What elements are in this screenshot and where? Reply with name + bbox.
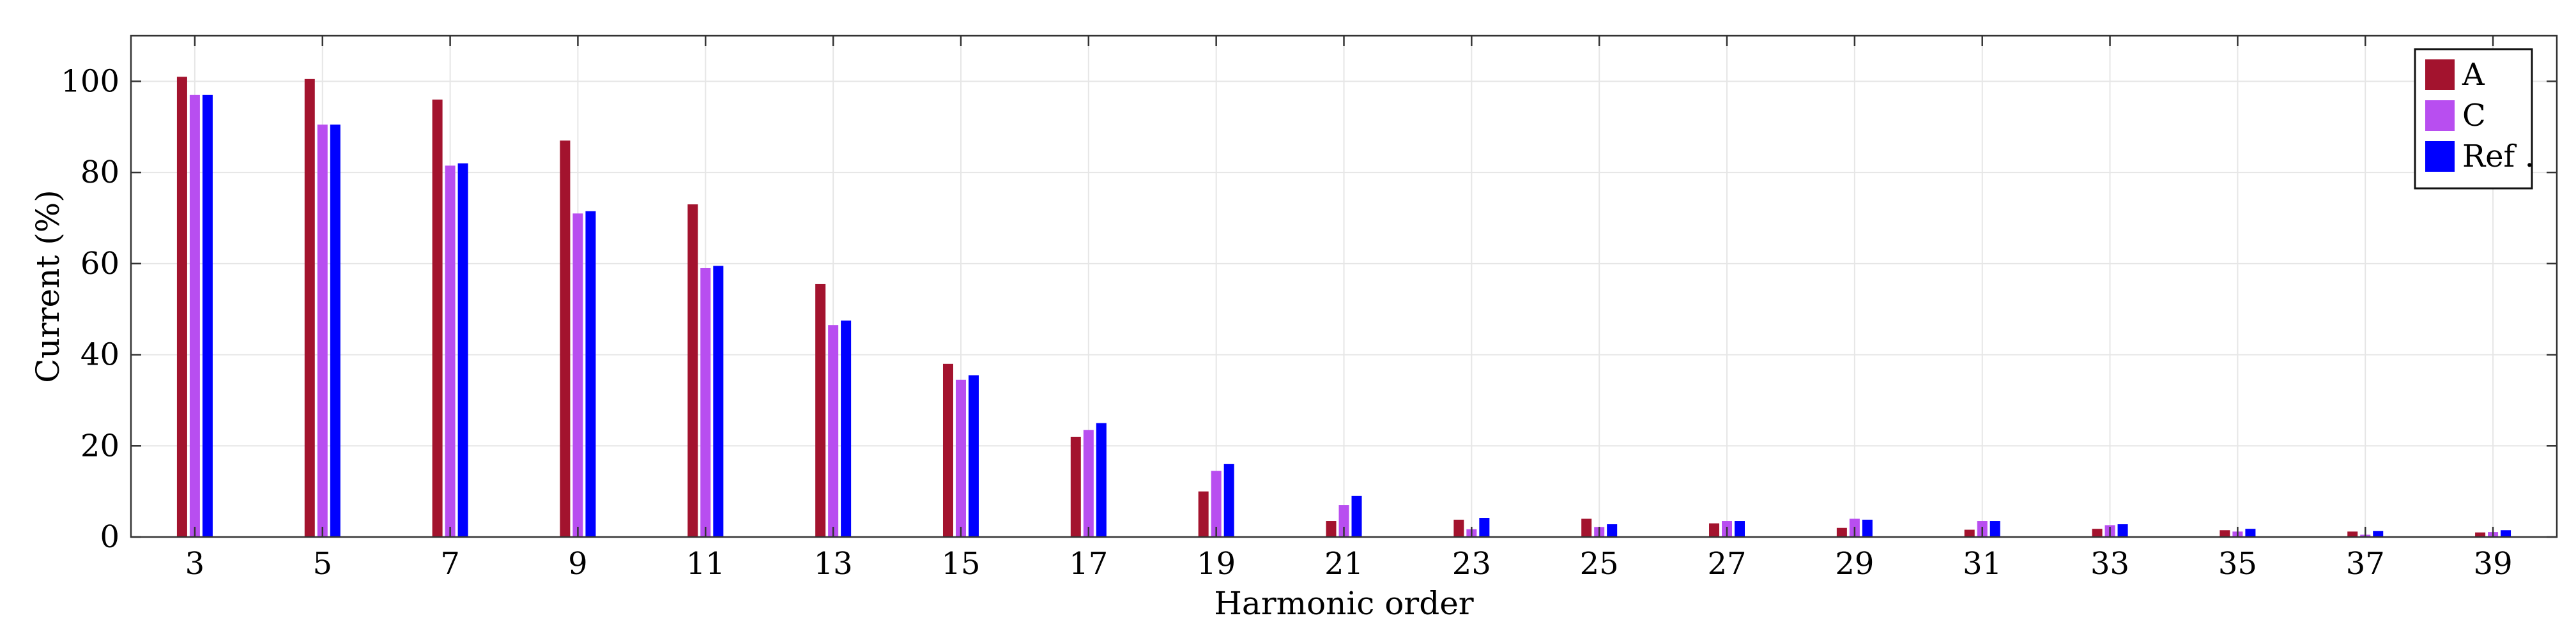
bar-ref-23 [1479, 518, 1490, 537]
bar-ref-39 [2501, 530, 2511, 537]
y-tick-label: 60 [80, 246, 119, 282]
bar-a-27 [1709, 523, 1720, 537]
legend-swatch [2425, 59, 2455, 90]
x-tick-label: 29 [1835, 546, 1874, 582]
legend-swatch [2425, 141, 2455, 172]
y-axis-ticks: 0 20 40 60 80 100 [61, 63, 2557, 555]
legend-label: A [2462, 57, 2485, 93]
y-tick-label: 20 [80, 428, 119, 464]
bar-ref-11 [713, 266, 724, 537]
x-tick-label: 21 [1324, 546, 1363, 582]
bar-a-33 [2092, 529, 2103, 537]
y-tick-label: 0 [100, 519, 119, 555]
bar-a-19 [1198, 491, 1209, 537]
x-tick-label: 23 [1452, 546, 1491, 582]
bar-c-9 [572, 213, 583, 537]
x-axis-ticks: 3 5 7 9 11 13 15 17 19 21 23 25 27 29 31 33 35 37 39 [185, 36, 2513, 582]
bar-ref-19 [1223, 464, 1234, 537]
grid [131, 36, 2557, 538]
bar-ref-21 [1351, 495, 1362, 537]
bar-ref-37 [2373, 531, 2384, 537]
x-tick-label: 7 [440, 546, 460, 582]
x-tick-label: 31 [1963, 546, 2002, 582]
bar-c-13 [828, 325, 839, 537]
bar-ref-33 [2117, 524, 2128, 537]
bar-a-15 [942, 363, 953, 537]
bar-ref-35 [2245, 529, 2256, 537]
bar-a-13 [815, 284, 826, 537]
x-tick-label: 19 [1197, 546, 1236, 582]
bar-ref-17 [1096, 423, 1107, 537]
bars [176, 77, 2511, 538]
x-axis-label: Harmonic order [1214, 585, 1474, 622]
bar-ref-13 [841, 321, 852, 537]
legend-swatch [2425, 100, 2455, 131]
x-tick-label: 3 [185, 546, 205, 582]
legend-label: Ref . [2462, 139, 2534, 174]
x-tick-label: 9 [568, 546, 588, 582]
bar-a-9 [560, 140, 571, 538]
y-tick-label: 80 [80, 155, 119, 190]
bar-c-17 [1083, 430, 1094, 537]
bar-a-29 [1836, 527, 1847, 537]
bar-ref-31 [1989, 521, 2000, 537]
bar-c-21 [1338, 505, 1349, 537]
x-tick-label: 25 [1580, 546, 1619, 582]
bar-ref-29 [1862, 519, 1873, 537]
bar-ref-9 [585, 211, 596, 537]
x-tick-label: 13 [814, 546, 853, 582]
bar-ref-5 [330, 125, 341, 538]
bar-a-3 [176, 77, 187, 537]
bar-a-11 [687, 204, 698, 538]
bar-ref-7 [457, 163, 468, 537]
bar-c-19 [1211, 471, 1222, 537]
bar-ref-15 [968, 375, 979, 537]
bar-a-35 [2220, 530, 2230, 537]
x-tick-label: 39 [2474, 546, 2513, 582]
bar-a-39 [2475, 532, 2486, 537]
x-tick-label: 15 [941, 546, 980, 582]
bar-ref-25 [1607, 524, 1618, 537]
bar-a-25 [1581, 518, 1592, 537]
x-tick-label: 11 [686, 546, 725, 582]
bar-c-7 [445, 165, 456, 537]
bar-c-15 [955, 379, 966, 537]
y-axis-label: Current (%) [29, 190, 66, 383]
legend-label: C [2462, 98, 2486, 133]
y-tick-label: 40 [80, 337, 119, 373]
bar-c-3 [189, 95, 200, 538]
x-tick-label: 37 [2346, 546, 2385, 582]
bar-a-31 [1964, 529, 1975, 537]
bar-c-5 [317, 125, 328, 538]
bar-ref-3 [202, 95, 213, 538]
y-tick-label: 100 [61, 63, 119, 99]
x-tick-label: 35 [2218, 546, 2257, 582]
bar-ref-27 [1735, 521, 1745, 537]
x-tick-label: 33 [2090, 546, 2129, 582]
bar-c-11 [700, 268, 711, 537]
legend: AC Ref . [2414, 48, 2534, 190]
x-tick-label: 5 [312, 546, 332, 582]
bar-a-37 [2347, 531, 2358, 537]
bar-a-7 [432, 99, 443, 538]
bar-a-17 [1070, 437, 1081, 537]
bar-a-21 [1326, 521, 1337, 537]
bar-a-23 [1453, 519, 1464, 537]
x-tick-label: 17 [1069, 546, 1108, 582]
x-tick-label: 27 [1707, 546, 1746, 582]
bar-a-5 [304, 79, 315, 537]
